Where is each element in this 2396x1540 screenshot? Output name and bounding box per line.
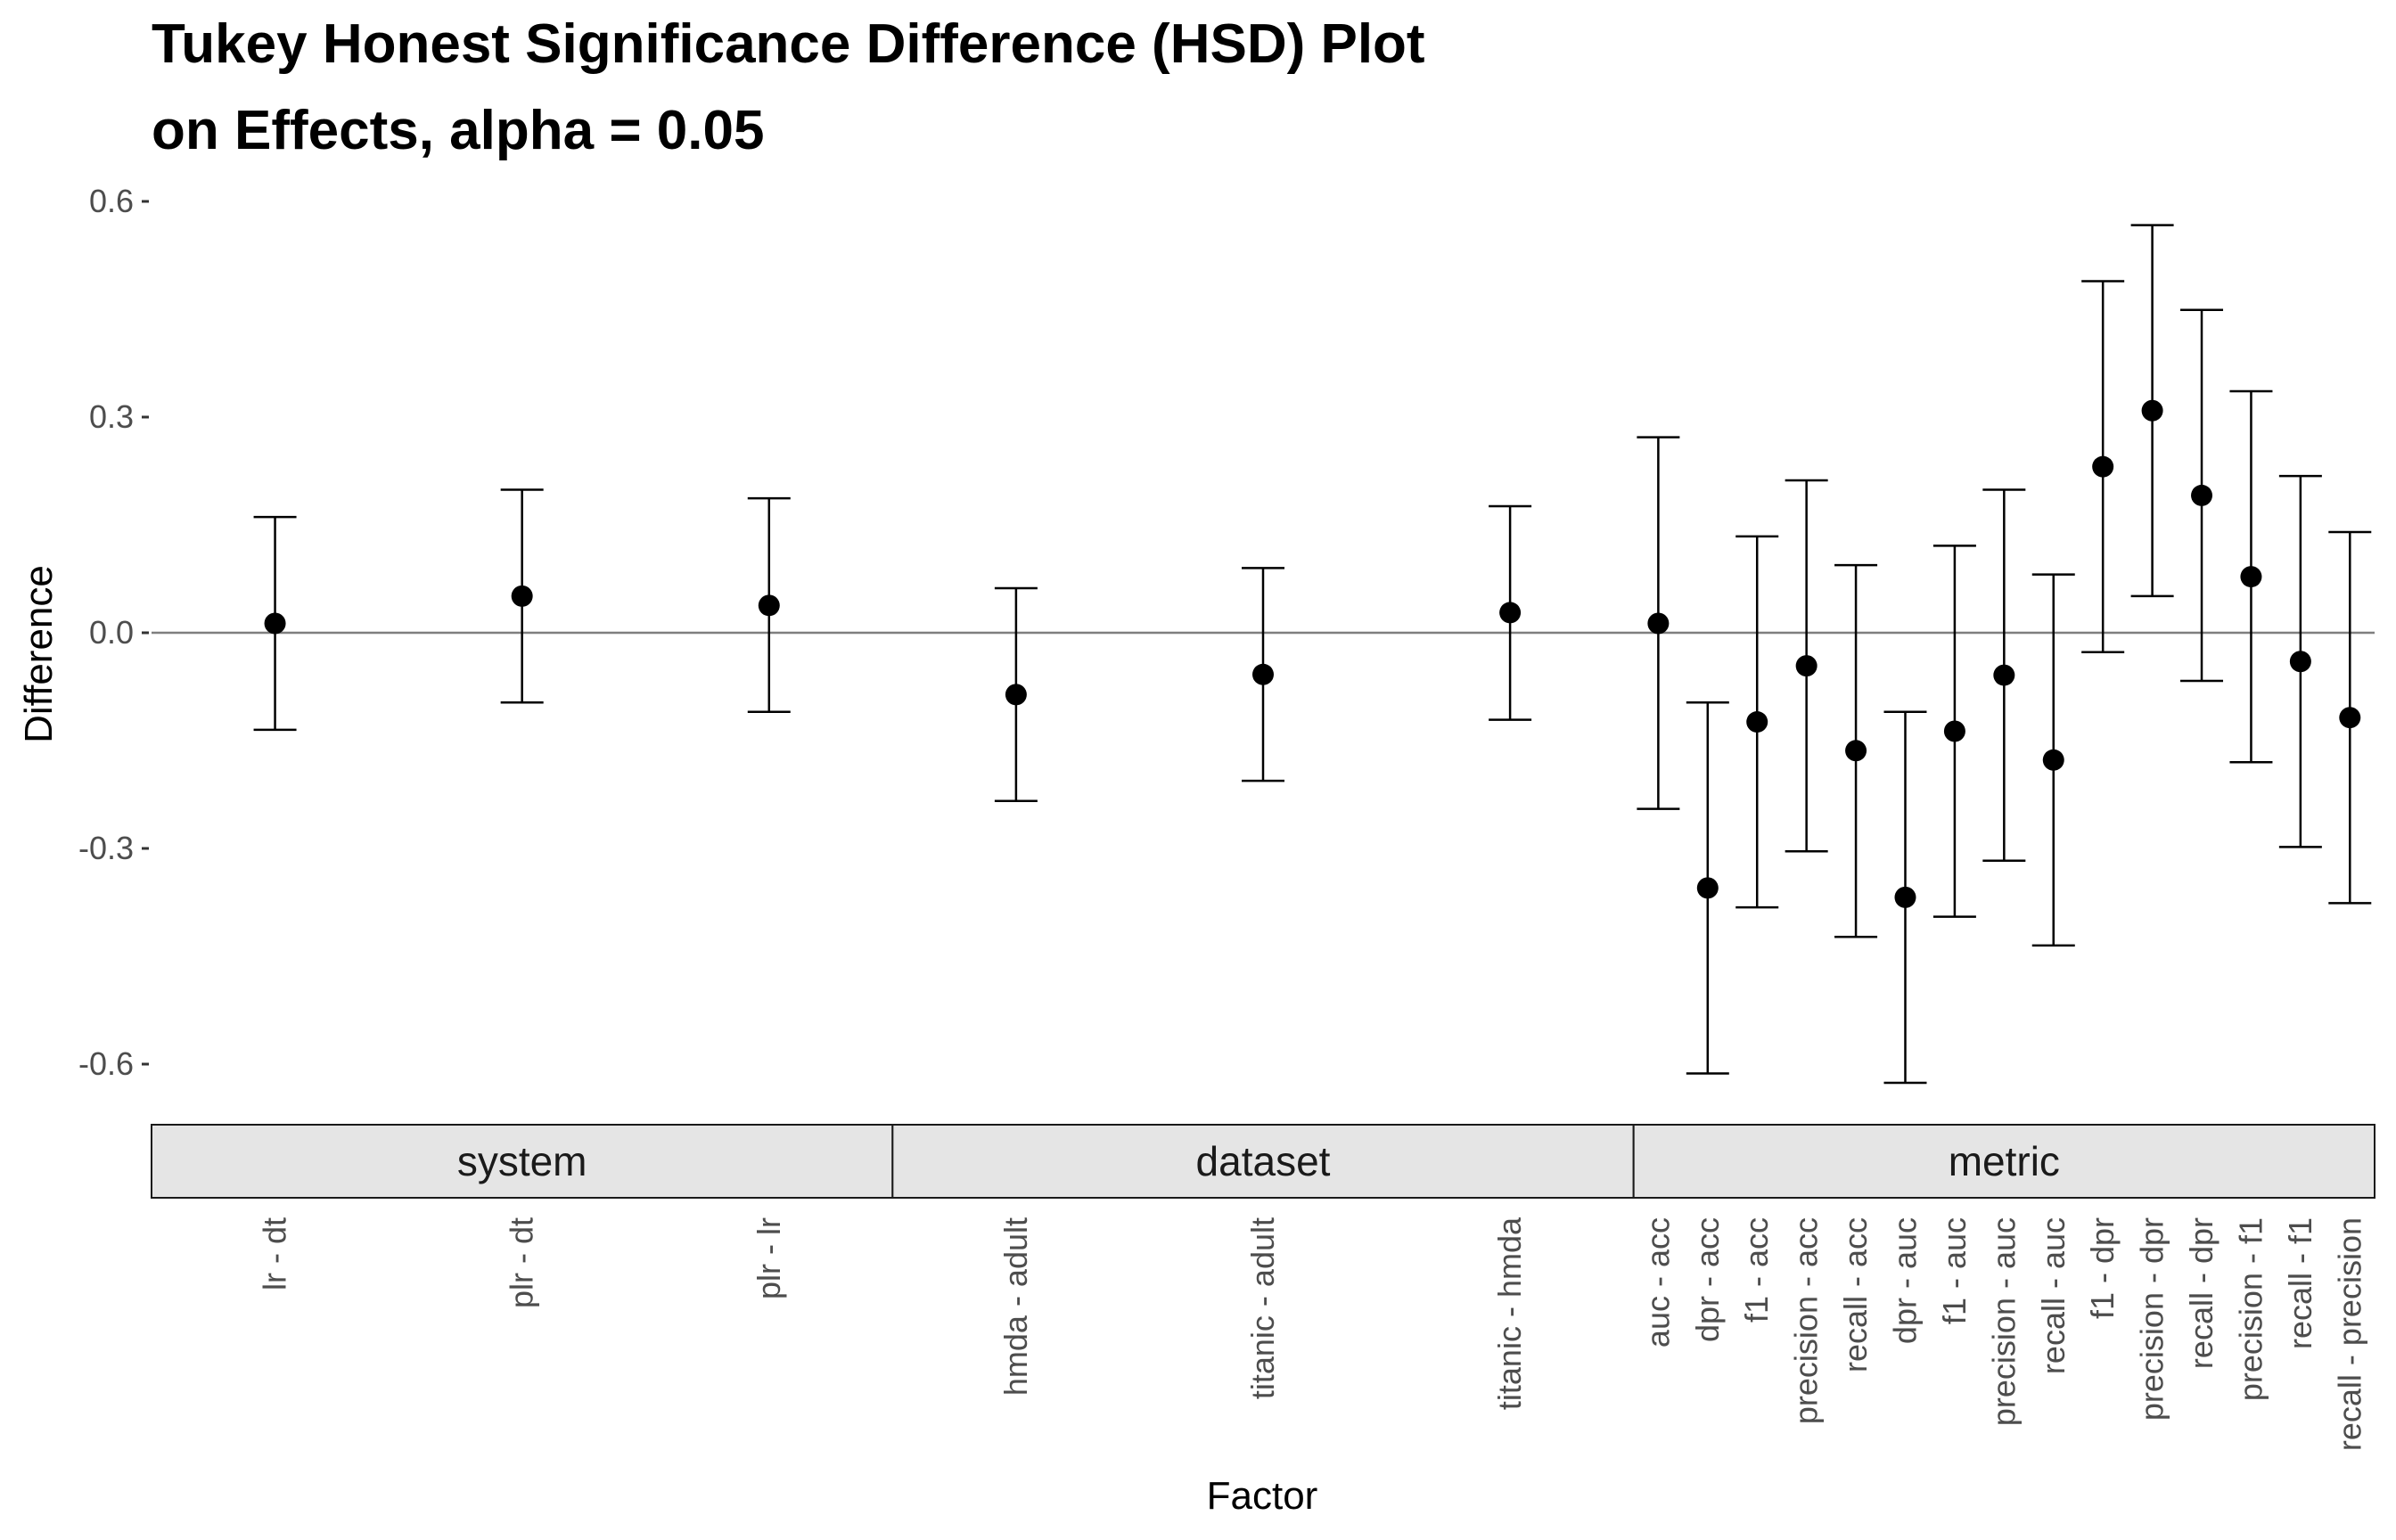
y-tick-label: 0.3	[89, 398, 134, 435]
x-tick-label: auc - acc	[1639, 1217, 1676, 1348]
plot-area	[253, 224, 2372, 1085]
data-point	[1252, 663, 1274, 685]
chart-title-line2: on Effects, alpha = 0.05	[152, 100, 764, 161]
x-tick-label: hmda - adult	[997, 1217, 1034, 1396]
data-point	[1696, 877, 1719, 899]
data-point	[1499, 602, 1522, 624]
data-point	[1993, 664, 2015, 686]
data-point	[1647, 612, 1670, 635]
data-point	[2240, 566, 2262, 588]
data-point	[2339, 707, 2361, 729]
x-tick-label: dpr - auc	[1886, 1217, 1923, 1344]
x-tick-label: precision - dpr	[2134, 1217, 2170, 1421]
y-tick-label: 0.0	[89, 614, 134, 651]
strip-metric	[1632, 1124, 2375, 1199]
data-point	[2092, 455, 2114, 478]
facet-strips: system dataset metric	[151, 1124, 2375, 1199]
data-point	[1845, 740, 1867, 762]
x-tick-label: recall - auc	[2035, 1217, 2072, 1374]
y-tick-label: 0.6	[89, 183, 134, 219]
y-axis: 0.6 0.3 0.0 -0.3 -0.6	[78, 183, 149, 1082]
x-tick-label: precision - auc	[1985, 1217, 2022, 1426]
data-point	[2289, 651, 2311, 673]
data-point	[1894, 886, 1916, 908]
x-tick-label: titanic - adult	[1244, 1217, 1281, 1399]
x-tick-label: plr - lr	[751, 1217, 787, 1299]
data-point	[2042, 749, 2064, 771]
data-point	[1746, 711, 1768, 733]
x-tick-label: plr - dt	[504, 1217, 540, 1308]
x-tick-label: f1 - acc	[1738, 1217, 1775, 1323]
chart-title-line1: Tukey Honest Significance Difference (HS…	[152, 13, 1425, 75]
x-tick-label: f1 - auc	[1936, 1217, 1973, 1324]
strip-label: system	[457, 1138, 587, 1184]
y-tick-label: -0.6	[78, 1045, 134, 1082]
x-tick-label: recall - f1	[2282, 1217, 2318, 1349]
y-axis-title: Difference	[17, 565, 61, 743]
data-point	[2141, 399, 2163, 422]
x-tick-label: precision - acc	[1788, 1217, 1825, 1424]
data-point	[511, 585, 533, 607]
data-point	[1795, 655, 1818, 677]
x-axis-title: Factor	[1207, 1474, 1318, 1518]
x-tick-label: recall - dpr	[2183, 1217, 2220, 1369]
x-tick-label: lr - dt	[257, 1217, 293, 1290]
data-point	[1943, 720, 1965, 742]
x-tick-label: dpr - acc	[1689, 1217, 1726, 1342]
x-tick-label: f1 - dpr	[2084, 1217, 2121, 1319]
x-tick-labels: lr - dt plr - dt plr - lr hmda - adult titan…	[257, 1216, 2368, 1451]
y-tick-label: -0.3	[78, 830, 134, 866]
data-point	[2191, 484, 2213, 506]
data-point	[758, 594, 780, 617]
strip-label: dataset	[1196, 1138, 1331, 1184]
data-point	[264, 612, 286, 635]
strip-label: metric	[1949, 1138, 2060, 1184]
x-tick-label: recall - acc	[1837, 1217, 1874, 1372]
x-tick-label: precision - f1	[2232, 1217, 2269, 1401]
x-tick-label: titanic - hmda	[1491, 1216, 1528, 1410]
x-tick-label: recall - precision	[2331, 1217, 2367, 1451]
data-point	[1005, 684, 1027, 706]
